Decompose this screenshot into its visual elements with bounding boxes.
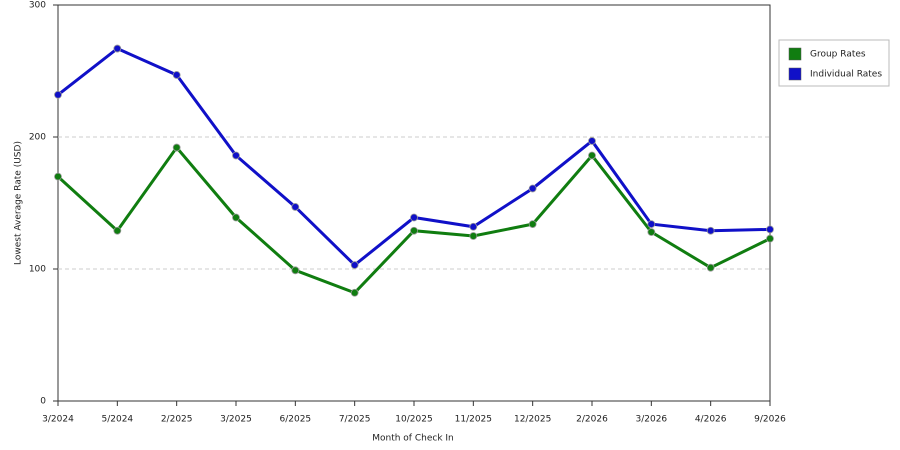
x-tick-label: 3/2026 <box>635 415 667 425</box>
x-tick-label: 2/2025 <box>161 415 193 425</box>
point <box>528 220 537 229</box>
y-tick-label: 300 <box>29 1 46 11</box>
point <box>588 137 596 145</box>
legend-swatch <box>788 47 802 61</box>
point <box>291 203 300 211</box>
x-tick-label: 3/2024 <box>42 415 74 425</box>
point <box>706 263 715 272</box>
x-tick-label: 7/2025 <box>339 415 371 425</box>
y-tick-label: 0 <box>40 397 46 407</box>
point <box>54 172 62 181</box>
legend-label: Group Rates <box>810 50 866 60</box>
legend-label: Individual Rates <box>810 70 882 80</box>
x-axis-label: Month of Check In <box>372 434 454 444</box>
point <box>232 151 240 160</box>
point <box>350 288 359 297</box>
x-tick-label: 5/2024 <box>101 415 133 425</box>
point <box>528 184 537 193</box>
x-tick-label: 2/2026 <box>576 415 608 425</box>
plot-area <box>57 4 771 402</box>
point <box>113 226 122 235</box>
point <box>706 226 715 235</box>
point <box>766 225 774 234</box>
point <box>172 143 181 152</box>
x-tick-label: 10/2025 <box>395 415 432 425</box>
x-tick-label: 3/2025 <box>220 415 252 425</box>
point <box>232 213 240 222</box>
x-tick-label: 12/2025 <box>514 415 551 425</box>
point <box>647 228 656 236</box>
point <box>113 44 122 53</box>
point <box>647 220 656 229</box>
point <box>172 71 181 79</box>
point <box>469 232 478 240</box>
point <box>766 234 774 243</box>
point <box>410 226 418 235</box>
x-tick-label: 9/2026 <box>754 415 786 425</box>
y-axis-label: Lowest Average Rate (USD) <box>14 141 24 265</box>
point <box>410 213 418 222</box>
y-tick-label: 200 <box>29 133 46 143</box>
point <box>588 151 596 160</box>
legend-swatch <box>788 67 802 81</box>
point <box>469 222 478 231</box>
point <box>350 261 359 269</box>
x-tick-label: 4/2026 <box>695 415 727 425</box>
x-tick-label: 11/2025 <box>455 415 492 425</box>
y-tick-label: 100 <box>29 265 46 275</box>
point <box>291 266 300 275</box>
x-tick-label: 6/2025 <box>279 415 311 425</box>
point <box>54 90 62 99</box>
